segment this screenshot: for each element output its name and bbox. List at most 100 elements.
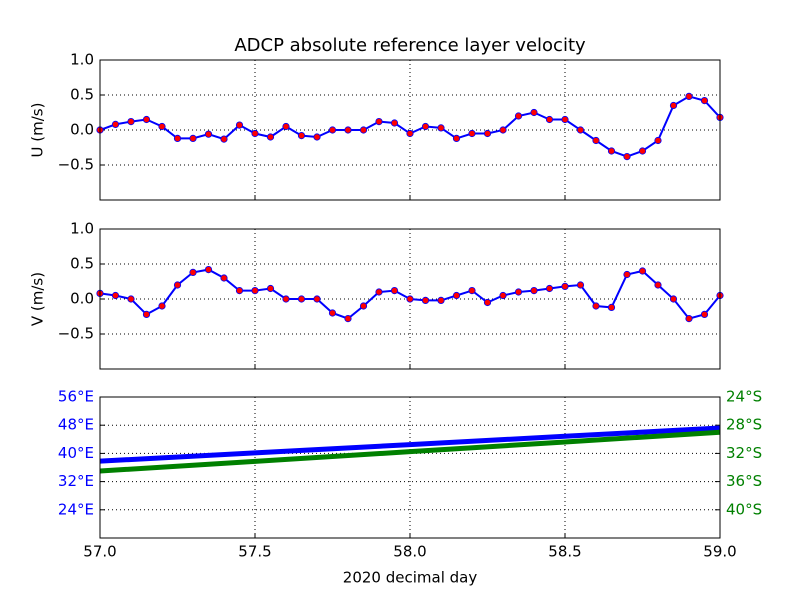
- data-point: [685, 314, 693, 323]
- data-point: [607, 147, 616, 155]
- data-point: [514, 112, 523, 120]
- data-point: [623, 270, 631, 279]
- data-point: [421, 122, 430, 131]
- data-point: [142, 310, 151, 318]
- axes-frame: [99, 228, 721, 370]
- y-tick-label: 0.5: [70, 255, 94, 273]
- x-tick-label: 58.5: [548, 543, 581, 561]
- data-point: [344, 314, 352, 323]
- data-point: [204, 265, 213, 274]
- data-point: [638, 267, 647, 275]
- y-tick-label: −0.5: [58, 156, 94, 174]
- data-point: [344, 126, 352, 134]
- data-point: [530, 286, 538, 295]
- data-point: [313, 295, 321, 303]
- data-point: [499, 126, 507, 134]
- data-point: [576, 281, 585, 289]
- data-point: [111, 120, 120, 129]
- data-line: [99, 429, 721, 474]
- data-point: [390, 119, 399, 127]
- y-tick-label: 48°E: [58, 416, 94, 434]
- data-point: [297, 295, 306, 303]
- data-point: [406, 129, 414, 138]
- data-point: [654, 136, 662, 145]
- data-point: [127, 295, 135, 303]
- data-point: [220, 135, 228, 143]
- data-point: [499, 291, 507, 300]
- data-point: [669, 295, 678, 303]
- data-point: [685, 92, 693, 101]
- x-tick-label: 57.0: [83, 543, 116, 561]
- data-point: [452, 134, 461, 142]
- data-line: [99, 425, 721, 464]
- data-point: [437, 124, 445, 132]
- data-point: [189, 268, 197, 276]
- data-point: [173, 281, 182, 289]
- data-point: [468, 286, 476, 295]
- data-point: [623, 153, 631, 161]
- data-point: [235, 121, 244, 129]
- data-point: [297, 132, 306, 140]
- data-point: [189, 134, 197, 142]
- x-tick-label: 57.5: [238, 543, 271, 561]
- data-point: [530, 108, 538, 117]
- y-tick-label: 0.0: [70, 121, 94, 139]
- data-point: [452, 291, 461, 300]
- data-point: [700, 310, 709, 318]
- data-point: [545, 115, 554, 124]
- y-tick-label: −0.5: [58, 325, 94, 343]
- data-point: [251, 286, 259, 295]
- data-point: [468, 129, 476, 138]
- data-point: [607, 303, 616, 311]
- data-point: [592, 302, 600, 310]
- y-tick-label: 40°E: [58, 444, 94, 462]
- y-tick-label: 1.0: [70, 51, 94, 69]
- data-point: [313, 133, 321, 141]
- y2-tick-label: 36°S: [726, 472, 762, 490]
- data-point: [545, 284, 554, 293]
- data-point: [700, 97, 709, 105]
- axes-frame: [99, 59, 721, 201]
- y-tick-label: 32°E: [58, 472, 94, 490]
- chart-title: ADCP absolute reference layer velocity: [234, 35, 586, 56]
- data-point: [483, 129, 492, 138]
- x-axis-label: 2020 decimal day: [343, 569, 478, 587]
- data-point: [142, 115, 151, 124]
- data-point: [266, 284, 275, 293]
- data-point: [282, 122, 290, 131]
- y-tick-label: 0.5: [70, 86, 94, 104]
- data-point: [235, 286, 244, 295]
- axes-frame: [99, 396, 721, 539]
- data-point: [592, 136, 600, 145]
- data-point: [359, 302, 368, 310]
- data-point: [220, 274, 228, 282]
- data-point: [158, 122, 166, 131]
- x-tick-label: 58.0: [393, 543, 426, 561]
- y2-tick-label: 40°S: [726, 500, 762, 518]
- y2-tick-label: 28°S: [726, 416, 762, 434]
- y2-tick-label: 24°S: [726, 388, 762, 406]
- data-point: [561, 282, 569, 290]
- data-point: [328, 309, 337, 317]
- data-point: [375, 288, 383, 296]
- data-point: [406, 295, 414, 303]
- data-point: [421, 296, 430, 304]
- data-point: [359, 126, 368, 134]
- data-point: [437, 296, 445, 304]
- data-point: [111, 291, 120, 300]
- x-tick-label: 59.0: [703, 543, 736, 561]
- data-point: [328, 126, 337, 134]
- y-axis-label: U (m/s): [29, 103, 47, 158]
- data-point: [390, 286, 399, 295]
- data-point: [282, 295, 290, 303]
- data-line: [99, 95, 721, 158]
- data-point: [654, 281, 662, 289]
- data-point: [375, 118, 383, 126]
- y-tick-label: 56°E: [58, 388, 94, 406]
- data-point: [638, 147, 647, 155]
- data-point: [576, 126, 585, 134]
- data-point: [266, 133, 275, 141]
- data-point: [251, 129, 259, 138]
- data-point: [514, 288, 523, 296]
